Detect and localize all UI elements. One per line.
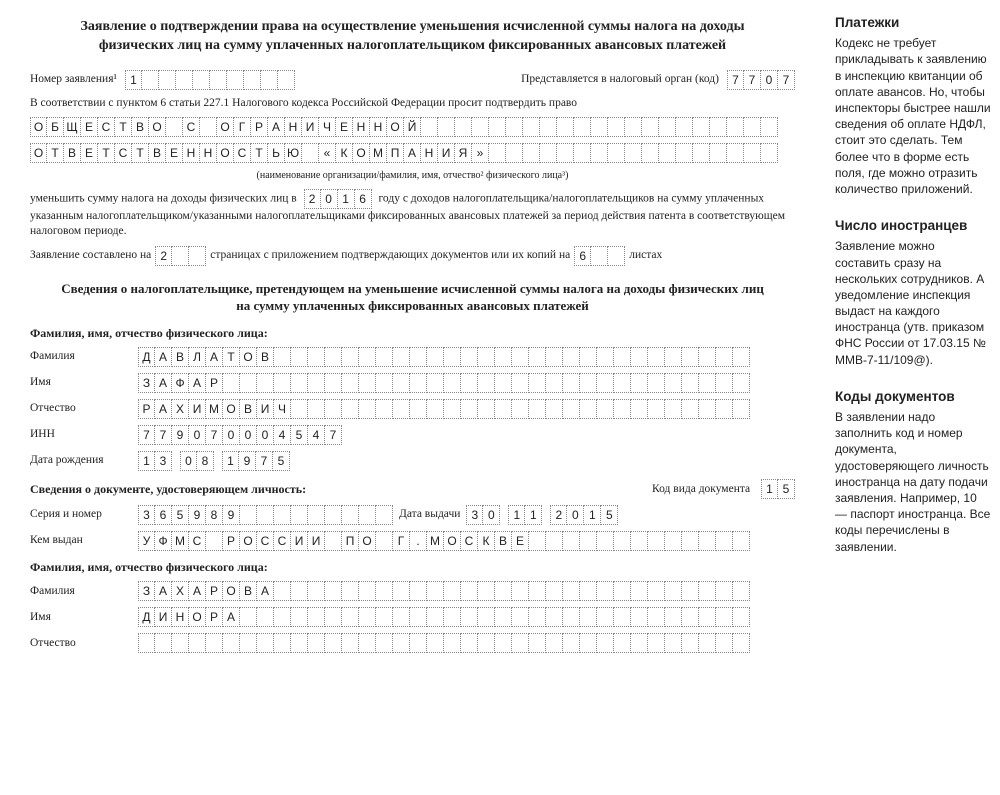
issued-by-cells[interactable]: УФМС РОССИИ ПО Г.МОСКВЕ bbox=[138, 531, 750, 551]
name2-cells[interactable]: ДИНОРА bbox=[138, 607, 750, 627]
inn-cells[interactable]: 779070004547 bbox=[138, 425, 342, 445]
issue-day[interactable]: 30 bbox=[466, 505, 500, 525]
subtitle: Сведения о налогоплательщике, претендующ… bbox=[30, 280, 795, 315]
app-number-label: Номер заявления¹ bbox=[30, 72, 117, 88]
surname-cells[interactable]: ДАВЛАТОВ bbox=[138, 347, 750, 367]
sidebar-note-2-text: В заявлении надо заполнить код и номер д… bbox=[835, 409, 992, 555]
intro-text: В соответствии с пунктом 6 статьи 227.1 … bbox=[30, 96, 795, 112]
issue-year[interactable]: 2015 bbox=[550, 505, 618, 525]
serial-cells[interactable]: 365989 bbox=[138, 505, 393, 525]
serial-label: Серия и номер bbox=[30, 507, 130, 523]
org-line2-cells[interactable]: ОТВЕТСТВЕННОСТЬЮ «КОМПАНИЯ» bbox=[30, 143, 778, 163]
sidebar-note-1: Число иностранцев Заявление можно состав… bbox=[835, 217, 992, 368]
form-area: Заявление о подтверждении права на осуще… bbox=[0, 0, 825, 795]
patronymic2-cells[interactable] bbox=[138, 633, 750, 653]
patronymic-cells[interactable]: РАХИМОВИЧ bbox=[138, 399, 750, 419]
dob-day[interactable]: 13 bbox=[138, 451, 172, 471]
sidebar-note-1-text: Заявление можно составить сразу на неско… bbox=[835, 238, 992, 368]
dob-month[interactable]: 08 bbox=[180, 451, 214, 471]
tax-code-cells[interactable]: 7707 bbox=[727, 70, 795, 90]
sidebar: Платежки Кодекс не требует прикладывать … bbox=[825, 0, 1000, 795]
name-label: Имя bbox=[30, 375, 130, 391]
sidebar-note-1-title: Число иностранцев bbox=[835, 217, 992, 235]
patronymic2-label: Отчество bbox=[30, 636, 130, 652]
name2-label: Имя bbox=[30, 610, 130, 626]
pages-post: листах bbox=[629, 248, 662, 264]
app-number-cells[interactable]: 1 bbox=[125, 70, 295, 90]
main-title: Заявление о подтверждении права на осуще… bbox=[30, 18, 795, 56]
issue-month[interactable]: 11 bbox=[508, 505, 542, 525]
reduce-pre: уменьшить сумму налога на доходы физичес… bbox=[30, 192, 297, 204]
org-note: (наименование организации/фамилия, имя, … bbox=[30, 169, 795, 183]
doc-code-cells[interactable]: 15 bbox=[761, 479, 795, 499]
sidebar-note-2-title: Коды документов bbox=[835, 388, 992, 406]
sidebar-note-0-text: Кодекс не требует прикладывать к заявлен… bbox=[835, 35, 992, 197]
pages-pre: Заявление составлено на bbox=[30, 248, 151, 264]
sheets-cells[interactable]: 6 bbox=[574, 246, 625, 266]
issue-date-label: Дата выдачи bbox=[399, 507, 460, 523]
sidebar-note-0: Платежки Кодекс не требует прикладывать … bbox=[835, 14, 992, 197]
sidebar-note-2: Коды документов В заявлении надо заполни… bbox=[835, 388, 992, 555]
pages-cells[interactable]: 2 bbox=[155, 246, 206, 266]
org-line1-cells[interactable]: ОБЩЕСТВО С ОГРАНИЧЕННОЙ bbox=[30, 117, 778, 137]
doc-code-label: Код вида документа bbox=[652, 483, 750, 495]
reduce-para: уменьшить сумму налога на доходы физичес… bbox=[30, 189, 795, 240]
dob-label: Дата рождения bbox=[30, 453, 130, 469]
patronymic-label: Отчество bbox=[30, 401, 130, 417]
surname2-label: Фамилия bbox=[30, 584, 130, 600]
fio-section: Фамилия, имя, отчество физического лица: bbox=[30, 325, 795, 341]
name-cells[interactable]: ЗАФАР bbox=[138, 373, 750, 393]
submit-label: Представляется в налоговый орган (код) bbox=[521, 72, 719, 88]
issued-by-label: Кем выдан bbox=[30, 533, 130, 549]
year-cells[interactable]: 2016 bbox=[304, 189, 372, 209]
inn-label: ИНН bbox=[30, 427, 130, 443]
doc-section: Сведения о документе, удостоверяющем лич… bbox=[30, 481, 306, 497]
surname2-cells[interactable]: ЗАХАРОВА bbox=[138, 581, 750, 601]
surname-label: Фамилия bbox=[30, 349, 130, 365]
sidebar-note-0-title: Платежки bbox=[835, 14, 992, 32]
fio-section-2: Фамилия, имя, отчество физического лица: bbox=[30, 559, 795, 575]
pages-mid: страницах с приложением подтверждающих д… bbox=[210, 248, 570, 264]
dob-year[interactable]: 1975 bbox=[222, 451, 290, 471]
